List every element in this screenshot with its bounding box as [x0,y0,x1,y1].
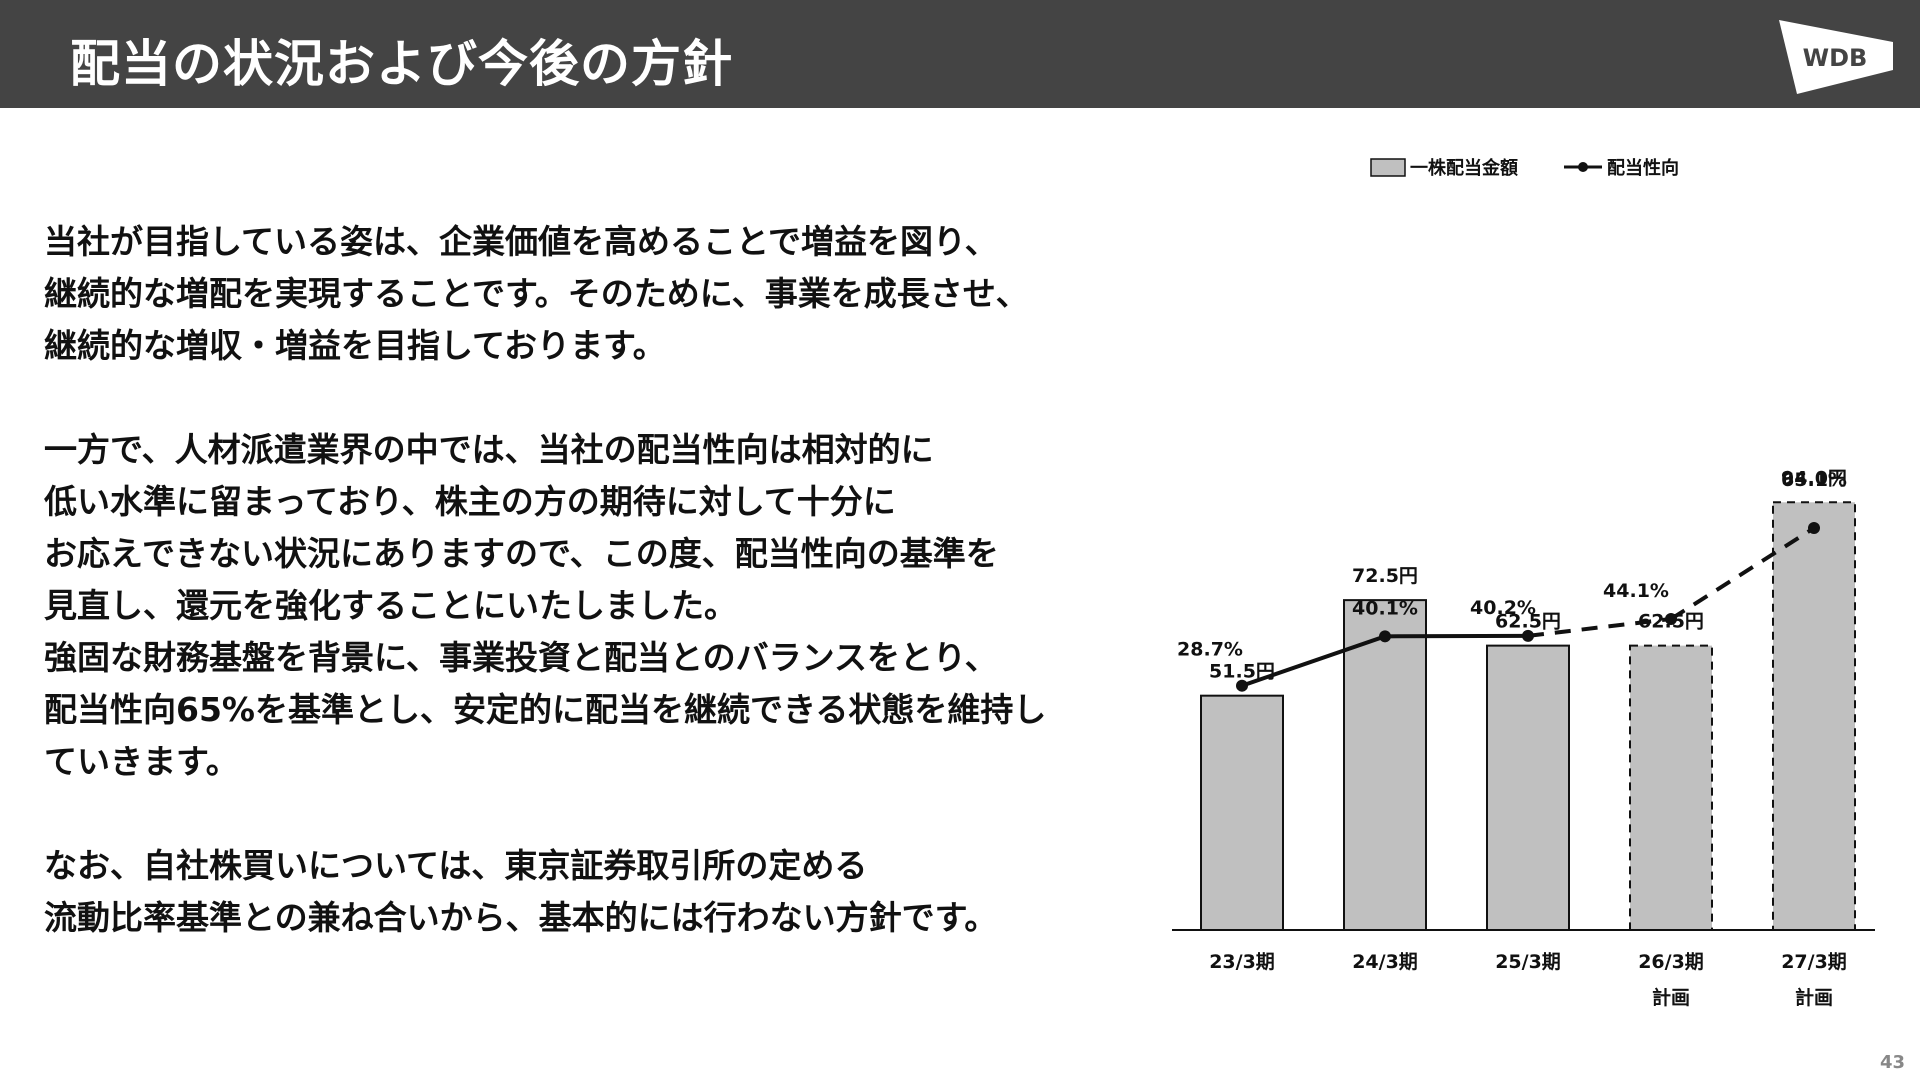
text-line: ていきます。 [44,742,239,781]
bar [1486,644,1570,931]
bar-value-label: 51.5円 [1209,661,1275,683]
category-label: 27/3期計画 [1781,951,1847,1009]
line-value-label: 40.1% [1352,597,1418,619]
header-bar: 配当の状況および今後の方針 WDB [0,0,1920,108]
category-label: 25/3期 [1495,951,1561,973]
category-label-part: 27/3期 [1781,951,1847,973]
bar-value-label: 72.5円 [1352,565,1418,587]
paragraph: なお、自社株買いについては、東京証券取引所の定める流動比率基準との兼ね合いから、… [44,840,1154,944]
bar [1343,599,1427,931]
page-title: 配当の状況および今後の方針 [70,35,733,93]
legend-bar-label: 一株配当金額 [1410,157,1518,179]
line-segment [1669,526,1816,621]
category-label-part: 23/3期 [1209,951,1275,973]
line-point [1379,630,1391,643]
legend-bar-swatch [1370,158,1406,177]
line-point [1665,612,1677,625]
line-value-label: 28.7% [1177,639,1243,661]
text-line: 強固な財務基盤を背景に、事業投資と配当とのバランスをとり、 [44,638,998,677]
text-line: 継続的な増収・増益を目指しております。 [44,326,666,365]
category-label-part: 26/3期 [1638,951,1704,973]
legend-line-label: 配当性向 [1607,157,1679,179]
text-line: 当社が目指している姿は、企業価値を高めることで増益を図り、 [44,222,998,261]
bar-value-label: 94.0円 [1781,467,1847,489]
category-label: 26/3期計画 [1638,951,1704,1009]
text-line: 流動比率基準との兼ね合いから、基本的には行わない方針です。 [44,898,998,937]
line-value-label: 65.1% [1781,469,1847,491]
line-point [1522,629,1534,642]
bar-value-label: 62.5円 [1495,611,1561,633]
text-line: 一方で、人材派遣業界の中では、当社の配当性向は相対的に [44,430,934,469]
line-value-label: 44.1% [1603,580,1669,602]
text-line: なお、自社株買いについては、東京証券取引所の定める [44,846,868,885]
line-value-label: 40.2% [1470,597,1536,619]
wdb-logo: WDB [1779,20,1893,94]
text-line: 配当性向65%を基準とし、安定的に配当を継続できる状態を維持し [44,690,1047,729]
policy-text: 当社が目指している姿は、企業価値を高めることで増益を図り、 継続的な増配を実現する… [44,216,1154,996]
paragraph: 当社が目指している姿は、企業価値を高めることで増益を図り、 継続的な増配を実現する… [44,216,1154,372]
paragraph: 一方で、人材派遣業界の中では、当社の配当性向は相対的に 低い水準に留まっており、株… [44,424,1154,788]
dividend-chart: 一株配当金額配当性向51.5円72.5円62.5円62.5円94.0円28.7%… [1172,157,1875,1009]
text-line: 見直し、還元を強化することにいたしました。 [44,586,737,625]
bar [1629,644,1713,931]
line-segment [1527,617,1672,638]
category-label: 23/3期 [1209,951,1275,973]
bar [1772,501,1856,931]
text-line: お応えできない状況にありますので、この度、配当性向の基準を [44,534,999,573]
category-label-part: 計画 [1652,986,1690,1009]
category-label-part: 25/3期 [1495,951,1561,973]
text-line: 低い水準に留まっており、株主の方の期待に対して十分に [44,482,896,521]
logo-text: WDB [1803,44,1868,72]
bar [1200,694,1284,931]
page-number: 43 [1880,1052,1906,1073]
text-line: 継続的な増配を実現することです。そのために、事業を成長させ、 [44,274,1029,313]
line-point [1236,679,1248,692]
category-label: 24/3期 [1352,951,1418,973]
category-label-part: 24/3期 [1352,951,1418,973]
legend-line-marker [1578,162,1588,172]
line-segment [1241,634,1386,688]
category-label-part: 計画 [1795,986,1833,1009]
line-point [1808,522,1820,535]
